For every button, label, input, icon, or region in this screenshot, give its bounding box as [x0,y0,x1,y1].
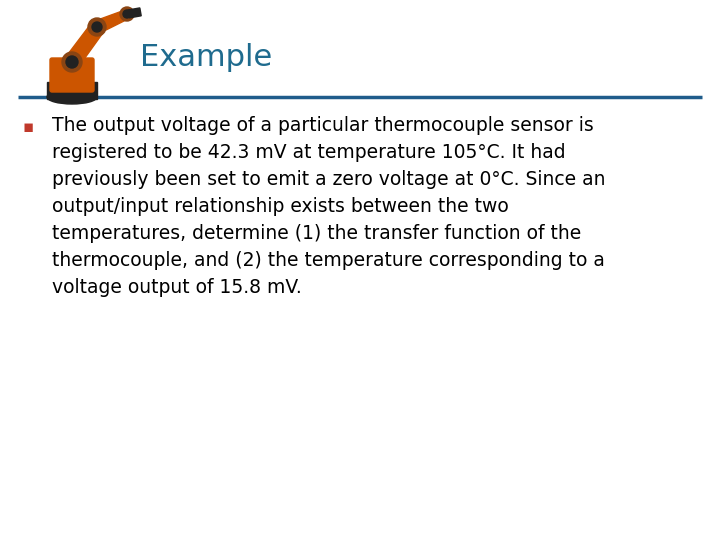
Polygon shape [62,25,105,62]
Circle shape [88,18,106,36]
Circle shape [92,22,102,32]
Text: voltage output of 15.8 mV.: voltage output of 15.8 mV. [52,278,302,297]
Text: ▪: ▪ [22,118,33,136]
Bar [47,82,97,99]
Text: Example: Example [140,44,272,72]
Circle shape [123,10,131,18]
Text: previously been set to emit a zero voltage at 0°C. Since an: previously been set to emit a zero volta… [52,170,606,189]
Polygon shape [92,10,130,32]
FancyBboxPatch shape [50,58,94,92]
Circle shape [120,7,134,21]
Circle shape [62,52,82,72]
Text: thermocouple, and (2) the temperature corresponding to a: thermocouple, and (2) the temperature co… [52,251,605,270]
Bar [128,8,141,18]
Ellipse shape [47,90,97,104]
Text: The output voltage of a particular thermocouple sensor is: The output voltage of a particular therm… [52,116,594,135]
Text: registered to be 42.3 mV at temperature 105°C. It had: registered to be 42.3 mV at temperature … [52,143,566,162]
Circle shape [66,56,78,68]
Text: temperatures, determine (1) the transfer function of the: temperatures, determine (1) the transfer… [52,224,581,243]
Text: output/input relationship exists between the two: output/input relationship exists between… [52,197,509,216]
